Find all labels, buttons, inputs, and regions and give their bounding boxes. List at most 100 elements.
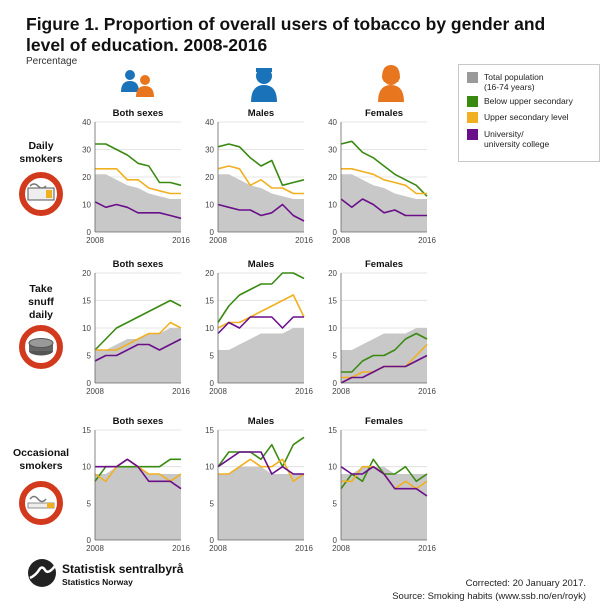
line-university-university-college-occasional-smokers-males: [217, 451, 304, 475]
y-tick-label-take-snuff-daily-females: 15: [328, 297, 337, 306]
x-tick-label-start-daily-smokers-females: 2008: [332, 236, 350, 245]
y-tick-label-daily-smokers-females: 10: [328, 201, 337, 210]
legend-label-university: University/ university college: [484, 129, 550, 149]
y-tick-label-daily-smokers-males: 0: [210, 228, 215, 237]
y-tick-label-daily-smokers-both-sexes: 30: [82, 146, 91, 155]
panel-title-take-snuff-daily-both-sexes: Both sexes: [113, 259, 164, 270]
y-tick-label-take-snuff-daily-males: 15: [205, 297, 214, 306]
line-university-university-college-take-snuff-daily-males: [217, 316, 304, 335]
x-tick-label-start-daily-smokers-both-sexes: 2008: [86, 236, 104, 245]
y-tick-label-occasional-smokers-males: 0: [210, 536, 215, 545]
footer-source: Source: Smoking habits (www.ssb.no/en/ro…: [392, 591, 586, 602]
panel-title-take-snuff-daily-females: Females: [365, 259, 403, 270]
line-upper-secondary-level-daily-smokers-males: [217, 165, 304, 195]
x-tick-label-start-occasional-smokers-both-sexes: 2008: [86, 544, 104, 553]
cigarette-pack-icon: [19, 172, 63, 216]
y-tick-label-daily-smokers-females: 20: [328, 173, 337, 182]
legend-swatch-upper: [467, 112, 478, 123]
line-below-upper-secondary-take-snuff-daily-females: [341, 332, 428, 373]
panel-title-occasional-smokers-females: Females: [365, 416, 403, 427]
female-icon: [378, 65, 404, 102]
y-tick-label-daily-smokers-males: 10: [205, 201, 214, 210]
male-icon: [251, 68, 277, 102]
y-tick-label-take-snuff-daily-males: 0: [210, 379, 215, 388]
legend-swatch-total: [467, 72, 478, 83]
y-tick-label-daily-smokers-males: 30: [205, 146, 214, 155]
panel-title-occasional-smokers-both-sexes: Both sexes: [113, 416, 164, 427]
both-sexes-icon: [121, 70, 154, 97]
area-total-take-snuff-daily-males: [218, 328, 304, 383]
y-tick-label-occasional-smokers-both-sexes: 10: [82, 463, 91, 472]
line-university-university-college-daily-smokers-males: [217, 203, 305, 222]
line-university-university-college-take-snuff-daily-females: [340, 354, 428, 384]
ssb-logo-icon: [28, 559, 56, 587]
area-total-daily-smokers-males: [218, 174, 304, 232]
x-tick-label-end-take-snuff-daily-both-sexes: 2016: [172, 387, 190, 396]
legend-label-upper: Upper secondary level: [484, 112, 569, 122]
legend-swatch-university: [467, 129, 478, 140]
figure-title: Figure 1. Proportion of overall users of…: [26, 14, 546, 55]
y-tick-label-take-snuff-daily-females: 0: [333, 379, 338, 388]
x-tick-label-end-daily-smokers-females: 2016: [418, 236, 436, 245]
area-total-occasional-smokers-both-sexes: [95, 466, 181, 540]
line-below-upper-secondary-occasional-smokers-males: [217, 436, 305, 468]
snuff-tin-icon: [19, 325, 63, 369]
y-tick-label-occasional-smokers-both-sexes: 15: [82, 426, 91, 435]
x-tick-label-start-occasional-smokers-females: 2008: [332, 544, 350, 553]
y-tick-label-occasional-smokers-females: 0: [333, 536, 338, 545]
ssb-logo-sub: Statistics Norway: [62, 577, 133, 587]
cigarette-icon: [19, 481, 63, 525]
line-below-upper-secondary-daily-smokers-both-sexes: [95, 143, 182, 187]
ssb-logo-name: Statistisk sentralbyrå: [62, 562, 184, 576]
x-tick-label-start-occasional-smokers-males: 2008: [209, 544, 227, 553]
area-total-occasional-smokers-females: [341, 466, 427, 540]
y-tick-label-daily-smokers-both-sexes: 10: [82, 201, 91, 210]
y-tick-label-take-snuff-daily-both-sexes: 0: [87, 379, 92, 388]
y-tick-label-take-snuff-daily-both-sexes: 10: [82, 324, 91, 333]
line-university-university-college-daily-smokers-both-sexes: [94, 201, 182, 220]
y-unit-label: Percentage: [26, 56, 78, 67]
x-tick-label-start-take-snuff-daily-females: 2008: [332, 387, 350, 396]
panel-title-daily-smokers-males: Males: [248, 108, 274, 119]
line-university-university-college-daily-smokers-females: [340, 198, 427, 217]
row-label-take-snuff: Take snuff daily: [28, 283, 54, 321]
legend: Total population (16-74 years) Below upp…: [458, 64, 600, 162]
y-tick-label-take-snuff-daily-males: 5: [210, 352, 215, 361]
line-upper-secondary-level-daily-smokers-both-sexes: [95, 168, 181, 195]
y-tick-label-daily-smokers-both-sexes: 0: [87, 228, 92, 237]
x-tick-label-end-occasional-smokers-both-sexes: 2016: [172, 544, 190, 553]
y-tick-label-daily-smokers-females: 40: [328, 118, 337, 127]
line-below-upper-secondary-take-snuff-daily-males: [217, 272, 305, 323]
y-tick-label-occasional-smokers-both-sexes: 5: [87, 499, 92, 508]
line-upper-secondary-level-take-snuff-daily-both-sexes: [95, 321, 182, 351]
panel-title-daily-smokers-both-sexes: Both sexes: [113, 108, 164, 119]
y-tick-label-occasional-smokers-females: 10: [328, 463, 337, 472]
line-below-upper-secondary-daily-smokers-females: [340, 140, 428, 197]
panel-title-take-snuff-daily-males: Males: [248, 259, 274, 270]
panel-title-occasional-smokers-males: Males: [248, 416, 274, 427]
y-tick-label-occasional-smokers-males: 15: [205, 426, 214, 435]
line-below-upper-secondary-take-snuff-daily-both-sexes: [94, 299, 182, 351]
y-tick-label-daily-smokers-both-sexes: 40: [82, 118, 91, 127]
row-label-daily-smokers: Daily smokers: [19, 140, 63, 165]
line-below-upper-secondary-daily-smokers-males: [217, 143, 305, 187]
y-tick-label-take-snuff-daily-both-sexes: 20: [82, 269, 91, 278]
y-tick-label-take-snuff-daily-both-sexes: 5: [87, 352, 92, 361]
y-tick-label-occasional-smokers-males: 10: [205, 463, 214, 472]
y-tick-label-take-snuff-daily-both-sexes: 15: [82, 297, 91, 306]
x-tick-label-end-daily-smokers-both-sexes: 2016: [172, 236, 190, 245]
y-tick-label-take-snuff-daily-males: 10: [205, 324, 214, 333]
line-upper-secondary-level-take-snuff-daily-males: [217, 294, 305, 329]
area-total-occasional-smokers-males: [218, 466, 304, 540]
y-tick-label-daily-smokers-females: 30: [328, 146, 337, 155]
area-total-daily-smokers-females: [341, 174, 427, 232]
x-tick-label-start-take-snuff-daily-males: 2008: [209, 387, 227, 396]
line-upper-secondary-level-occasional-smokers-males: [218, 458, 305, 483]
y-tick-label-take-snuff-daily-males: 20: [205, 269, 214, 278]
x-tick-label-end-take-snuff-daily-males: 2016: [295, 387, 313, 396]
x-tick-label-end-daily-smokers-males: 2016: [295, 236, 313, 245]
footer-corrected: Corrected: 20 January 2017.: [465, 578, 586, 589]
x-tick-label-start-take-snuff-daily-both-sexes: 2008: [86, 387, 104, 396]
y-tick-label-occasional-smokers-males: 5: [210, 499, 215, 508]
